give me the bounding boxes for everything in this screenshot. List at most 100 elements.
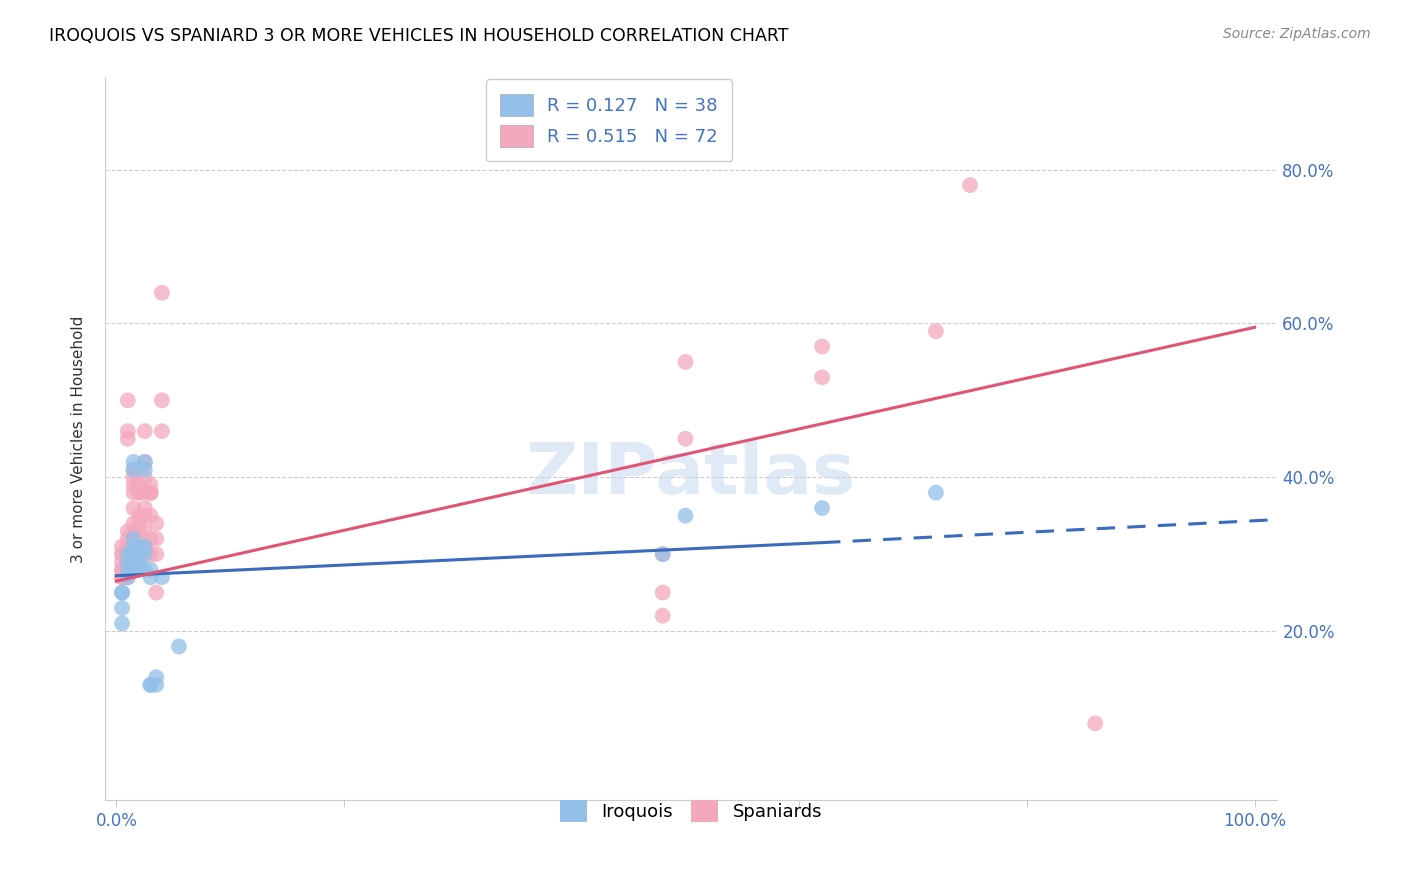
Point <box>122 478 145 492</box>
Point <box>150 285 173 300</box>
Point <box>651 608 673 623</box>
Point <box>111 585 134 599</box>
Y-axis label: 3 or more Vehicles in Household: 3 or more Vehicles in Household <box>72 315 86 563</box>
Point <box>111 563 134 577</box>
Point <box>139 678 162 692</box>
Point <box>122 501 145 516</box>
Legend: Iroquois, Spaniards: Iroquois, Spaniards <box>547 788 835 835</box>
Point <box>139 508 162 523</box>
Point <box>111 555 134 569</box>
Point <box>117 524 139 538</box>
Point <box>134 501 156 516</box>
Point <box>111 585 134 599</box>
Point <box>811 370 834 384</box>
Point <box>117 555 139 569</box>
Point <box>145 516 167 531</box>
Point <box>145 670 167 684</box>
Point <box>117 547 139 561</box>
Point <box>117 570 139 584</box>
Point <box>128 485 150 500</box>
Point <box>1084 716 1107 731</box>
Point <box>128 516 150 531</box>
Point <box>675 355 697 369</box>
Point <box>651 547 673 561</box>
Point <box>139 485 162 500</box>
Point <box>134 485 156 500</box>
Point <box>134 508 156 523</box>
Point <box>139 478 162 492</box>
Text: IROQUOIS VS SPANIARD 3 OR MORE VEHICLES IN HOUSEHOLD CORRELATION CHART: IROQUOIS VS SPANIARD 3 OR MORE VEHICLES … <box>49 27 789 45</box>
Point <box>111 570 134 584</box>
Point <box>139 570 162 584</box>
Point <box>111 570 134 584</box>
Point <box>134 424 156 438</box>
Point <box>122 547 145 561</box>
Point <box>122 485 145 500</box>
Point <box>122 540 145 554</box>
Point <box>117 570 139 584</box>
Point <box>167 640 190 654</box>
Point <box>145 678 167 692</box>
Point <box>134 563 156 577</box>
Point <box>128 547 150 561</box>
Point <box>128 540 150 554</box>
Point <box>959 178 981 192</box>
Point <box>117 555 139 569</box>
Point <box>134 455 156 469</box>
Point <box>128 524 150 538</box>
Point <box>139 532 162 546</box>
Point <box>145 532 167 546</box>
Point <box>111 547 134 561</box>
Point <box>122 555 145 569</box>
Point <box>150 570 173 584</box>
Point <box>139 485 162 500</box>
Point <box>111 570 134 584</box>
Point <box>675 508 697 523</box>
Point <box>117 563 139 577</box>
Point <box>117 547 139 561</box>
Point <box>150 393 173 408</box>
Point <box>128 508 150 523</box>
Point <box>651 547 673 561</box>
Point <box>117 532 139 546</box>
Point <box>128 563 150 577</box>
Point <box>145 547 167 561</box>
Point <box>675 432 697 446</box>
Point <box>122 470 145 484</box>
Point <box>111 547 134 561</box>
Point <box>134 462 156 476</box>
Point <box>122 462 145 476</box>
Point <box>925 324 948 338</box>
Text: Source: ZipAtlas.com: Source: ZipAtlas.com <box>1223 27 1371 41</box>
Point <box>122 462 145 476</box>
Point <box>117 563 139 577</box>
Point <box>117 547 139 561</box>
Point <box>134 470 156 484</box>
Point <box>128 485 150 500</box>
Point <box>111 616 134 631</box>
Point <box>122 540 145 554</box>
Point <box>122 532 145 546</box>
Point <box>122 563 145 577</box>
Point <box>139 563 162 577</box>
Point <box>117 563 139 577</box>
Point <box>139 485 162 500</box>
Point <box>128 540 150 554</box>
Point <box>139 678 162 692</box>
Point <box>117 540 139 554</box>
Point <box>811 340 834 354</box>
Point <box>134 540 156 554</box>
Point <box>111 601 134 615</box>
Point <box>111 540 134 554</box>
Text: ZIPatlas: ZIPatlas <box>526 441 856 509</box>
Point <box>145 585 167 599</box>
Point <box>134 540 156 554</box>
Point <box>128 547 150 561</box>
Point <box>122 547 145 561</box>
Point <box>150 424 173 438</box>
Point <box>122 516 145 531</box>
Point <box>128 478 150 492</box>
Point <box>117 432 139 446</box>
Point <box>128 547 150 561</box>
Point <box>134 524 156 538</box>
